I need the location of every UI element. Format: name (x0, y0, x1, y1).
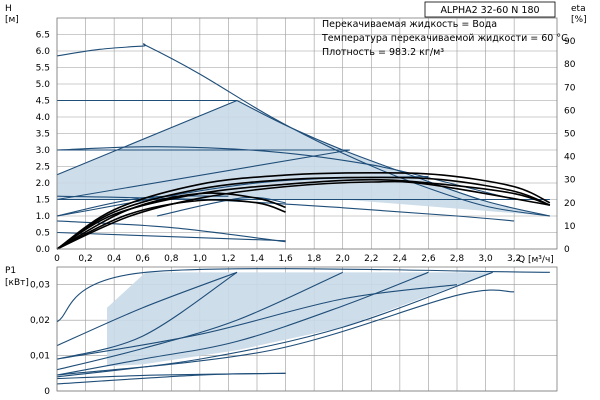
x-tick-label: 3,0 (478, 254, 493, 264)
power-curve (56, 271, 343, 371)
y2-tick-label: 80 (564, 60, 576, 70)
x-tick-label: 0,8 (164, 254, 179, 264)
y-tick-label: 2.0 (36, 179, 51, 189)
power-curve (56, 271, 429, 376)
y2-tick-label: 50 (564, 130, 576, 140)
y2-axis-unit: [%] (571, 15, 587, 25)
y2-tick-label: 90 (564, 37, 576, 47)
y-tick-label: 0.0 (36, 245, 51, 255)
x-axis-label: Q (518, 255, 525, 265)
y-tick-label: 3.5 (36, 130, 50, 140)
title-box (424, 1, 556, 18)
y-tick-label: 5.0 (36, 80, 51, 90)
x-tick-label: 0,6 (136, 254, 151, 264)
efficiency-curve (56, 192, 286, 250)
x-tick-label: 1,0 (193, 254, 208, 264)
pump-curve (156, 196, 286, 217)
bottom-curves (56, 268, 550, 385)
bottom-operating-area (107, 272, 550, 367)
y2-tick-label: 60 (564, 106, 576, 116)
pump-curve (56, 99, 238, 176)
top-curves (56, 43, 551, 250)
y2-tick-label: 70 (564, 83, 576, 93)
y-tick-label: 4.5 (36, 97, 50, 107)
power-curve (56, 268, 550, 323)
x-tick-label: 2,2 (364, 254, 378, 264)
y-tick-label: 0.5 (36, 229, 50, 239)
x-axis-unit: [м³/ч] (528, 255, 554, 265)
x-tick-label: 2,6 (421, 254, 436, 264)
top-plot-frame (56, 17, 558, 250)
annotation-density: Плотность = 983.2 кг/м³ (322, 47, 444, 58)
bottom-plot-frame (56, 266, 558, 392)
pump-curve (236, 100, 550, 217)
power-curve (56, 372, 286, 385)
x-tick-label: 2,0 (336, 254, 351, 264)
p1-tick-label: 0,03 (30, 281, 50, 291)
y2-tick-label: 20 (564, 199, 576, 209)
efficiency-curve (56, 180, 550, 250)
power-curve (56, 271, 238, 347)
power-curve (56, 289, 515, 376)
y-tick-label: 1.5 (36, 196, 50, 206)
pump-curve (56, 149, 350, 201)
pump-curve (56, 43, 550, 217)
x-tick-label: 2,4 (393, 254, 408, 264)
x-tick-label: 0,4 (107, 254, 122, 264)
pump-curve (56, 220, 286, 243)
top-tick-labels: 0 0,2 0,4 0,6 0,8 1,0 1,2 1,4 1,6 1,8 2,0 2,2 2,4 2,6… (36, 31, 576, 265)
efficiency-curve (56, 171, 551, 250)
power-area (107, 272, 550, 367)
chart-title: ALPHA2 32-60 N 180 (440, 5, 539, 16)
efficiency-curve (56, 176, 551, 250)
y2-tick-label: 10 (564, 222, 576, 232)
x-tick-label: 2,8 (450, 254, 465, 264)
x-tick-label: 1,6 (278, 254, 293, 264)
p1-tick-label: 0,01 (30, 352, 50, 362)
p1-axis-label: P1 (5, 266, 16, 276)
y-axis-label: H (5, 4, 12, 14)
x-tick-label: 1,8 (307, 254, 322, 264)
y-tick-label: 6.0 (36, 47, 51, 57)
x-tick-label: 0,2 (78, 254, 92, 264)
y-tick-label: 1.0 (36, 212, 51, 222)
y2-tick-label: 30 (564, 176, 576, 186)
annotation-fluid: Перекачиваемая жидкость = Вода (322, 19, 497, 30)
efficiency-curve (56, 198, 286, 250)
x-tick-label: 0 (54, 254, 60, 264)
p1-axis-unit: [кВт] (5, 278, 29, 288)
annotation-temperature: Температура перекачиваемой жидкости = 60… (321, 33, 568, 44)
y2-tick-label: 0 (564, 245, 570, 255)
y2-axis-label: eta (571, 4, 586, 14)
y2-tick-label: 40 (564, 153, 576, 163)
x-tick-label: 3,2 (507, 254, 521, 264)
power-curve (56, 271, 238, 360)
p1-tick-label: 0 (44, 387, 50, 397)
y-tick-label: 3.0 (36, 146, 51, 156)
p1-tick-label: 0,02 (30, 316, 50, 326)
bottom-tick-labels: 0 0,01 0,02 0,03 (30, 281, 50, 397)
x-tick-label: 1,4 (250, 254, 265, 264)
y-tick-label: 5.5 (36, 64, 50, 74)
pump-curve (56, 146, 515, 201)
y-tick-label: 2.5 (36, 163, 50, 173)
y-axis-unit: [м] (5, 15, 19, 25)
x-tick-label: 1,2 (221, 254, 235, 264)
power-curve (56, 284, 458, 360)
pump-curve (56, 231, 286, 242)
y-tick-label: 6.5 (36, 31, 50, 41)
y-tick-label: 4.0 (36, 113, 51, 123)
power-curve (56, 271, 493, 378)
